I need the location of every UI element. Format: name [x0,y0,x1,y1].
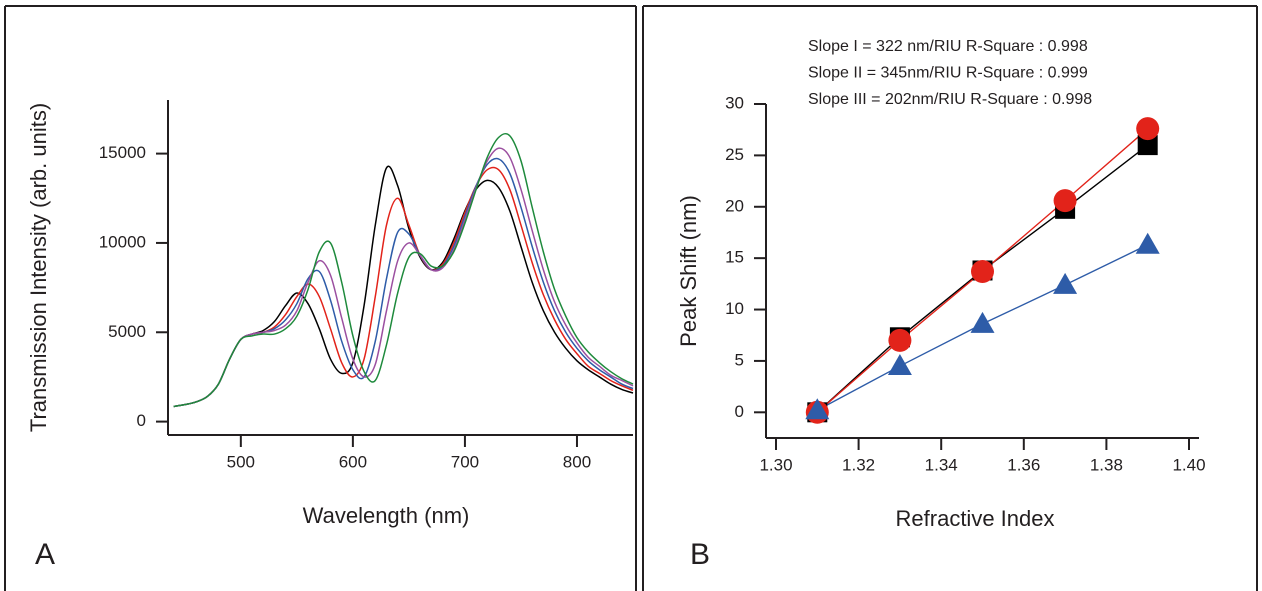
marker-square [1137,135,1158,156]
y-tick-label: 0 [137,411,146,430]
x-axis-title: Refractive Index [896,506,1055,531]
annotation: Slope I = 322 nm/RIU R-Square : 0.998 [808,38,1088,55]
x-tick-label: 600 [339,452,367,471]
series-line [173,157,634,408]
x-tick-label: 500 [227,452,255,471]
panel-label: A [35,538,55,571]
x-tick-label: 1.40 [1172,455,1205,474]
x-tick-label: 1.38 [1090,455,1123,474]
marker-triangle [970,311,995,333]
y-tick-label: 30 [725,93,744,112]
y-tick-label: 5 [735,350,744,369]
x-tick-label: 1.34 [925,455,958,474]
y-tick-label: 10000 [99,232,146,251]
x-tick-label: 1.36 [1007,455,1040,474]
x-tick-label: 800 [563,452,591,471]
frame [4,5,1258,591]
marker-triangle [1053,272,1078,294]
y-tick-label: 10 [725,299,744,318]
annotation: Slope II = 345nm/RIU R-Square : 0.999 [808,65,1088,82]
annotation: Slope III = 202nm/RIU R-Square : 0.998 [808,91,1092,108]
x-tick-label: 1.30 [759,455,792,474]
y-tick-label: 20 [725,196,744,215]
series-line [173,165,634,408]
marker-circle [1053,189,1077,213]
y-tick-label: 15 [725,248,744,267]
marker-triangle [805,398,830,420]
series-line [173,132,634,408]
panel-label: B [690,538,710,571]
x-axis-title: Wavelength (nm) [303,503,470,528]
y-axis-title: Transmission Intensity (arb. units) [26,103,51,432]
marker-circle [1136,117,1160,141]
x-tick-label: 700 [451,452,479,471]
y-tick-label: 15000 [99,143,146,162]
marker-circle [971,260,994,284]
y-axis-title: Peak Shift (nm) [676,195,701,347]
marker-triangle [1135,232,1160,254]
y-tick-label: 5000 [108,322,146,341]
marker-triangle [887,354,912,376]
y-tick-label: 0 [735,402,744,421]
series-line [173,147,634,408]
marker-circle [888,328,912,352]
series-line [173,166,634,408]
y-tick-label: 25 [725,145,744,164]
x-tick-label: 1.32 [842,455,875,474]
